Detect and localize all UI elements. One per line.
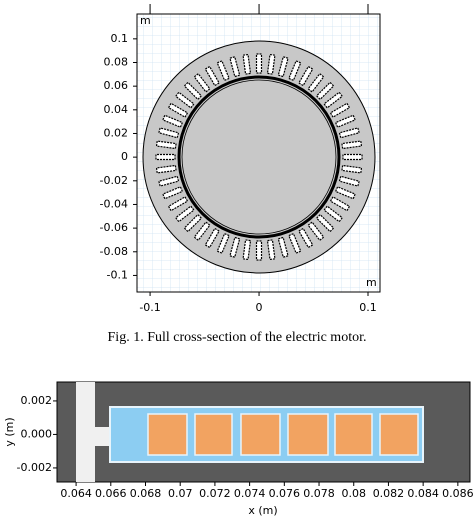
y-tick-label: -0.04	[100, 197, 128, 210]
slot	[307, 221, 325, 242]
slot	[242, 239, 252, 261]
slot	[315, 81, 335, 101]
y-tick-label: 0.06	[104, 79, 129, 92]
slot	[315, 213, 335, 233]
slot	[183, 81, 203, 101]
slot	[167, 102, 189, 118]
slot	[229, 56, 241, 78]
x-tick-label: 0.072	[199, 487, 231, 500]
x-tick-label: 0.08	[341, 487, 366, 500]
x-tick-label: 0.064	[60, 487, 92, 500]
slot	[288, 232, 302, 254]
y-tick-label: -0.02	[100, 174, 128, 187]
slot	[277, 56, 289, 78]
slot	[329, 196, 351, 212]
slot	[155, 153, 176, 161]
x-tick-label: -0.1	[139, 301, 160, 314]
slot	[216, 60, 230, 82]
x-tick-label: 0	[256, 301, 263, 314]
slot	[323, 91, 344, 109]
slot	[288, 60, 302, 82]
x-tick-label: 0.082	[373, 487, 405, 500]
slot	[183, 213, 203, 233]
slot	[204, 65, 220, 87]
y-tick-label: 0.1	[111, 32, 129, 45]
slot	[334, 186, 356, 200]
magnets	[147, 413, 419, 456]
slot	[342, 153, 363, 161]
caption: Fig. 1. Full cross-section of the electr…	[108, 330, 367, 345]
slot	[307, 72, 325, 93]
slot	[266, 53, 276, 75]
slot	[298, 65, 314, 87]
air-gap	[177, 75, 341, 239]
y-tick-label: 0.08	[104, 56, 129, 69]
slot	[158, 175, 180, 187]
slot	[162, 186, 184, 200]
x-axis-label: x (m)	[248, 504, 277, 517]
slot	[341, 164, 363, 174]
slot	[298, 227, 314, 249]
slot	[204, 227, 220, 249]
motor-geometry	[142, 40, 376, 274]
slot	[255, 240, 263, 261]
y-tick-label: 0	[121, 150, 128, 163]
slot	[216, 232, 230, 254]
unit-label: m	[140, 14, 151, 27]
x-tick-label: 0.076	[269, 487, 301, 500]
y-tick-label: 0.02	[104, 126, 129, 139]
slot	[174, 91, 195, 109]
rotor	[181, 79, 337, 235]
x-tick-label: 0.084	[407, 487, 439, 500]
y-tick-label: -0.002	[17, 461, 52, 474]
y-tick-label: -0.06	[100, 221, 128, 234]
y-axis-label: y (m)	[3, 417, 16, 446]
x-tick-label: 0.078	[303, 487, 335, 500]
x-tick-label: 0.1	[359, 301, 377, 314]
slot	[167, 196, 189, 212]
slot	[242, 53, 252, 75]
slot	[334, 114, 356, 128]
x-tick-label: 0.086	[442, 487, 474, 500]
slot	[277, 236, 289, 258]
y-tick-label: -0.1	[107, 268, 128, 281]
slot	[338, 127, 360, 139]
x-tick-label: 0.066	[95, 487, 127, 500]
slot	[155, 164, 177, 174]
slot	[255, 53, 263, 74]
slot	[162, 114, 184, 128]
slot	[229, 236, 241, 258]
slot	[155, 140, 177, 150]
unit-label: m	[366, 276, 377, 289]
slot	[341, 140, 363, 150]
slot	[323, 205, 344, 223]
y-tick-label: -0.08	[100, 245, 128, 258]
slot	[158, 127, 180, 139]
slot	[193, 72, 211, 93]
y-tick-label: 0.04	[104, 103, 129, 116]
shaft	[76, 382, 110, 482]
x-tick-label: 0.074	[234, 487, 266, 500]
slot	[329, 102, 351, 118]
y-tick-label: 0.002	[21, 394, 53, 407]
slot	[266, 239, 276, 261]
x-tick-label: 0.07	[168, 487, 193, 500]
slot	[338, 175, 360, 187]
x-tick-label: 0.068	[130, 487, 162, 500]
y-tick-label: 0.000	[21, 427, 53, 440]
slot	[193, 221, 211, 242]
slot	[174, 205, 195, 223]
